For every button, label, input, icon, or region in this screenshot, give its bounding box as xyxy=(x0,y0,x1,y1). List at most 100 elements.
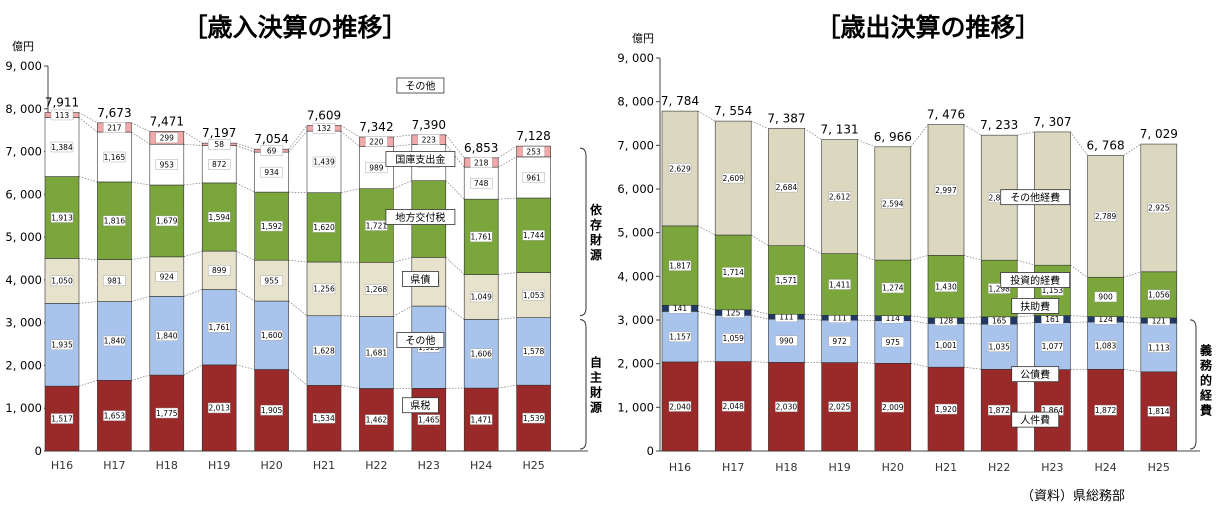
value-label: 2,609 xyxy=(722,174,744,183)
value-label-box xyxy=(470,291,493,303)
y-tick-label: 4, 000 xyxy=(5,273,42,287)
value-label: 1,816 xyxy=(104,217,126,226)
value-label: 1,872 xyxy=(988,406,1010,415)
value-label-box xyxy=(207,402,231,414)
connector-line xyxy=(697,110,716,122)
value-label-box xyxy=(775,181,798,193)
value-label: 900 xyxy=(1098,293,1113,302)
value-label: 981 xyxy=(107,276,122,285)
value-label-box xyxy=(207,211,231,223)
value-label: 934 xyxy=(264,168,279,177)
value-label: 1,653 xyxy=(104,411,126,420)
total-label: 7,673 xyxy=(97,106,131,120)
value-label: 121 xyxy=(1152,316,1167,325)
value-label-box xyxy=(668,260,692,271)
value-label-box xyxy=(50,339,74,350)
value-label-box xyxy=(522,412,545,424)
x-tick-label: H25 xyxy=(522,459,544,472)
group-label: 依存財源 xyxy=(589,202,603,262)
value-label: 299 xyxy=(160,134,175,143)
value-label-box xyxy=(522,146,545,157)
x-tick-label: H17 xyxy=(722,461,744,474)
value-label-box xyxy=(260,145,283,156)
value-label-box xyxy=(103,215,126,226)
x-tick-label: H18 xyxy=(156,459,178,472)
value-label: 1,840 xyxy=(156,332,178,341)
value-label-box xyxy=(312,156,336,168)
value-label-box xyxy=(207,322,231,333)
value-label: 1,817 xyxy=(669,261,691,270)
value-label: 1,049 xyxy=(470,293,492,302)
value-label-box xyxy=(155,215,179,227)
connector-line xyxy=(393,257,412,263)
value-label-box xyxy=(207,139,231,150)
y-tick-label: 0 xyxy=(647,444,654,458)
value-label: 1,628 xyxy=(313,346,335,355)
connector-line xyxy=(288,191,308,194)
connector-line xyxy=(236,250,255,261)
total-label: 6, 768 xyxy=(1087,138,1125,152)
y-tick-label: 5, 000 xyxy=(5,230,42,244)
value-label: 1,935 xyxy=(51,341,73,350)
total-label: 7,911 xyxy=(45,96,79,110)
value-label-box xyxy=(103,410,126,421)
y-tick-label: 3, 000 xyxy=(617,313,654,327)
value-label-box xyxy=(470,414,493,425)
connector-line xyxy=(393,305,412,317)
connector-line xyxy=(1070,321,1088,323)
connector-line xyxy=(340,315,360,317)
value-label-box xyxy=(988,283,1011,294)
value-label: 2,925 xyxy=(1148,204,1170,213)
connector-line xyxy=(498,384,517,389)
connector-line xyxy=(393,180,412,190)
value-label: 1,465 xyxy=(418,415,440,424)
value-label: 1,471 xyxy=(470,415,492,424)
series-callout-box xyxy=(1000,189,1071,206)
x-tick-label: H19 xyxy=(828,461,850,474)
value-label-box xyxy=(50,141,74,153)
connector-line xyxy=(183,131,203,144)
connector-line xyxy=(697,304,716,311)
y-tick-label: 6, 000 xyxy=(617,182,654,196)
value-label-box xyxy=(881,401,904,413)
connector-line xyxy=(236,364,255,370)
value-label: 1,681 xyxy=(366,348,388,357)
total-label: 7, 233 xyxy=(980,118,1018,132)
value-label: 990 xyxy=(779,337,794,346)
connector-line xyxy=(78,176,98,183)
value-label-box xyxy=(207,159,231,170)
total-label: 7, 387 xyxy=(767,111,805,125)
connector-line xyxy=(498,156,517,168)
value-label-box xyxy=(668,163,692,174)
value-label: 128 xyxy=(939,316,954,325)
value-label: 1,439 xyxy=(313,158,335,167)
value-label-box xyxy=(722,267,745,278)
y-unit-label: 億円 xyxy=(632,32,654,45)
value-label: 748 xyxy=(474,179,489,188)
value-label: 953 xyxy=(160,160,175,169)
connector-line xyxy=(751,314,769,320)
group-bracket xyxy=(1189,319,1197,450)
series-callout-box xyxy=(1011,366,1060,383)
connector-line xyxy=(340,385,360,389)
value-label: 223 xyxy=(422,135,437,144)
value-label: 1,606 xyxy=(470,350,492,359)
value-label-box xyxy=(417,134,440,145)
value-label-box xyxy=(365,347,388,358)
value-label: 1,274 xyxy=(882,284,904,293)
value-label: 141 xyxy=(673,304,688,313)
connector-line xyxy=(910,124,929,148)
bar-segment xyxy=(661,361,699,452)
value-label: 1,059 xyxy=(722,334,744,343)
value-label-box xyxy=(934,184,958,196)
value-label-box xyxy=(365,136,388,147)
value-label: 1,714 xyxy=(722,268,744,277)
connector-line xyxy=(751,120,769,129)
x-tick-label: H25 xyxy=(1148,461,1170,474)
connector-line xyxy=(288,369,308,386)
value-label: 989 xyxy=(369,163,384,172)
value-label-box xyxy=(1147,289,1171,301)
value-label-box xyxy=(522,230,545,241)
connector-line xyxy=(340,188,360,194)
value-label: 253 xyxy=(526,147,541,156)
